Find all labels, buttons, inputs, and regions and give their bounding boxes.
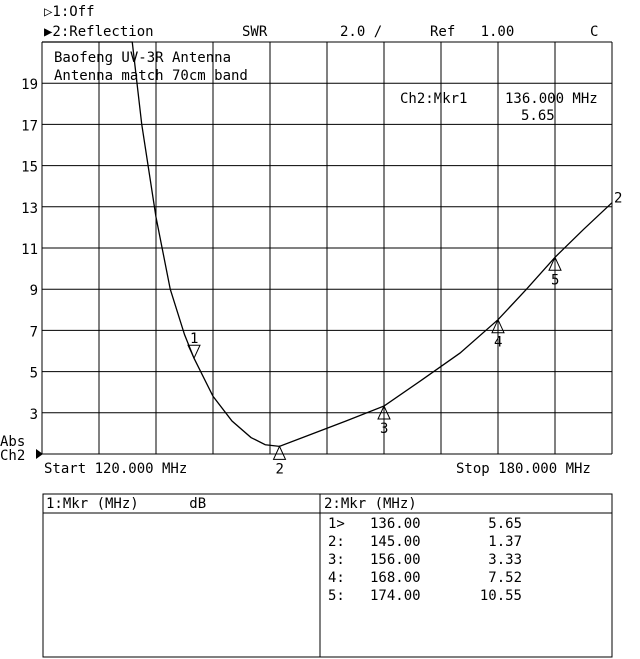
y-tick-label: 5 — [30, 366, 38, 382]
trace-label: 2 — [614, 191, 622, 207]
marker-row-frequency: 136.00 — [370, 516, 421, 532]
y-tick-labels: 3 5 7 9 11 13 15 17 19 — [21, 77, 38, 423]
scale-label: 2.0 / — [340, 24, 382, 40]
correction-flag: C — [590, 24, 598, 40]
marker-row-value: 1.37 — [488, 534, 522, 550]
y-tick-label: 13 — [21, 201, 38, 217]
marker-row-frequency: 156.00 — [370, 552, 421, 568]
stop-frequency[interactable]: Stop 180.000 MHz — [456, 461, 591, 477]
marker-2-label: 2 — [276, 461, 284, 477]
marker-table: 1:Mkr (MHz) dB 2:Mkr (MHz) 1> 136.00 5.65 2… — [42, 493, 613, 658]
marker-3-label: 3 — [380, 421, 388, 437]
reference-pointer-icon — [36, 449, 43, 459]
active-marker-freq: 136.000 MHz — [505, 91, 598, 107]
y-tick-label: 15 — [21, 160, 38, 176]
marker-4-triangle — [491, 318, 505, 334]
y-tick-label: 3 — [30, 407, 38, 423]
marker-row-value: 5.65 — [488, 516, 522, 532]
abs-label: Abs — [0, 434, 25, 450]
marker-1-triangle — [187, 344, 201, 360]
trace-layer: 2 — [42, 41, 622, 448]
marker-5-label: 5 — [551, 272, 559, 288]
table-left-header: 1:Mkr (MHz) dB — [46, 496, 206, 512]
marker-1-label: 1 — [190, 331, 198, 347]
plot-grid — [41, 41, 613, 455]
marker-2-triangle — [272, 445, 287, 460]
swr-trace — [42, 41, 613, 448]
marker-row-id: 2: — [328, 534, 345, 550]
channel2-status[interactable]: ▶2:Reflection — [44, 24, 154, 40]
marker-row-frequency: 145.00 — [370, 534, 421, 550]
y-tick-label: 7 — [30, 324, 38, 340]
marker-row-value: 10.55 — [480, 588, 522, 604]
marker-row-frequency: 168.00 — [370, 570, 421, 586]
y-tick-label: 19 — [21, 77, 38, 93]
ref-label: Ref 1.00 — [430, 24, 514, 40]
marker-4-label: 4 — [494, 335, 502, 351]
marker-row-value: 7.52 — [488, 570, 522, 586]
marker-row-value: 3.33 — [488, 552, 522, 568]
title-line-2: Antenna match 70cm band — [54, 68, 248, 84]
channel1-status[interactable]: ▷1:Off — [44, 4, 95, 20]
markers-layer: 1 2 3 4 5 — [187, 256, 562, 477]
y-tick-label: 9 — [30, 283, 38, 299]
marker-3-triangle — [377, 404, 391, 420]
marker-row-frequency: 174.00 — [370, 588, 421, 604]
y-tick-label: 17 — [21, 118, 38, 134]
channel-label: Ch2 — [0, 448, 25, 464]
y-tick-label: 11 — [21, 242, 38, 258]
active-marker-value: 5.65 — [521, 108, 555, 124]
marker-row-id: 1> — [328, 516, 345, 532]
table-right-header: 2:Mkr (MHz) — [324, 496, 417, 512]
format-label: SWR — [242, 24, 268, 40]
title-line-1: Baofeng UV-3R Antenna — [54, 50, 231, 66]
marker-row-id: 4: — [328, 570, 345, 586]
marker-row-id: 3: — [328, 552, 345, 568]
start-frequency[interactable]: Start 120.000 MHz — [44, 461, 187, 477]
active-marker-label: Ch2:Mkr1 — [400, 91, 467, 107]
marker-5-triangle — [548, 256, 562, 271]
marker-row-id: 5: — [328, 588, 345, 604]
